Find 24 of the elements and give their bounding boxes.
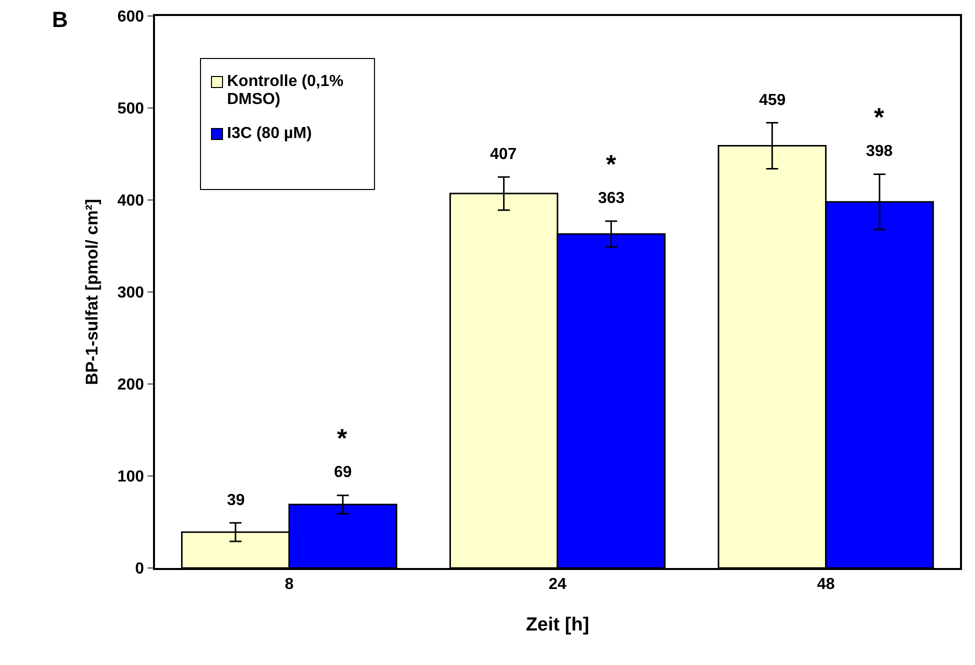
data-label: 407	[490, 146, 517, 163]
y-tick-label: 0	[135, 560, 144, 578]
y-tick-label: 400	[117, 192, 144, 210]
data-label: 398	[866, 143, 893, 160]
x-axis-title: Zeit [h]	[526, 614, 590, 636]
x-tick-label: 8	[284, 576, 294, 593]
annotation: *	[874, 102, 885, 132]
data-label: 69	[334, 464, 352, 481]
x-tick-label: 48	[816, 576, 835, 593]
y-tick-label: 300	[117, 284, 144, 302]
data-label: 363	[598, 190, 625, 207]
y-tick-label: 200	[117, 376, 144, 394]
y-tick-label: 600	[117, 8, 144, 26]
y-tick-label: 100	[117, 468, 144, 486]
annotation: *	[337, 423, 348, 453]
annotation: *	[606, 149, 617, 179]
x-tick-label: 24	[548, 576, 566, 593]
y-axis-title: BP-1-sulfat [pmol/ cm²]	[82, 198, 102, 386]
data-label: 459	[759, 92, 786, 109]
legend-label: I3C (80 µM)	[227, 125, 312, 143]
y-tick-label: 500	[117, 100, 144, 118]
text: B	[52, 7, 68, 32]
data-label: 39	[227, 492, 245, 509]
legend-label: Kontrolle (0,1% DMSO)	[227, 73, 344, 109]
